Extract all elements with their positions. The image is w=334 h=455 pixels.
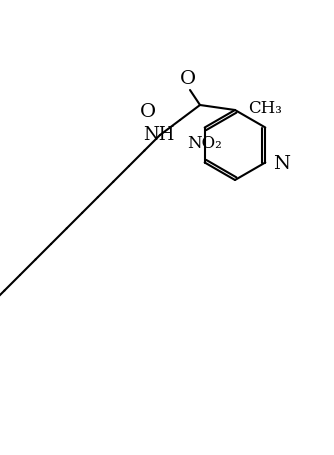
Text: O: O — [140, 103, 156, 121]
Text: NO₂: NO₂ — [187, 134, 222, 151]
Text: N: N — [273, 154, 290, 172]
Text: O: O — [180, 70, 196, 88]
Text: CH₃: CH₃ — [248, 99, 282, 116]
Text: NH: NH — [144, 126, 175, 144]
